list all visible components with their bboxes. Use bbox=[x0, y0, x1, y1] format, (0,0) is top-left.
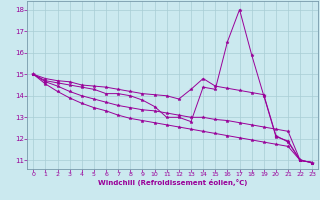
X-axis label: Windchill (Refroidissement éolien,°C): Windchill (Refroidissement éolien,°C) bbox=[98, 179, 247, 186]
